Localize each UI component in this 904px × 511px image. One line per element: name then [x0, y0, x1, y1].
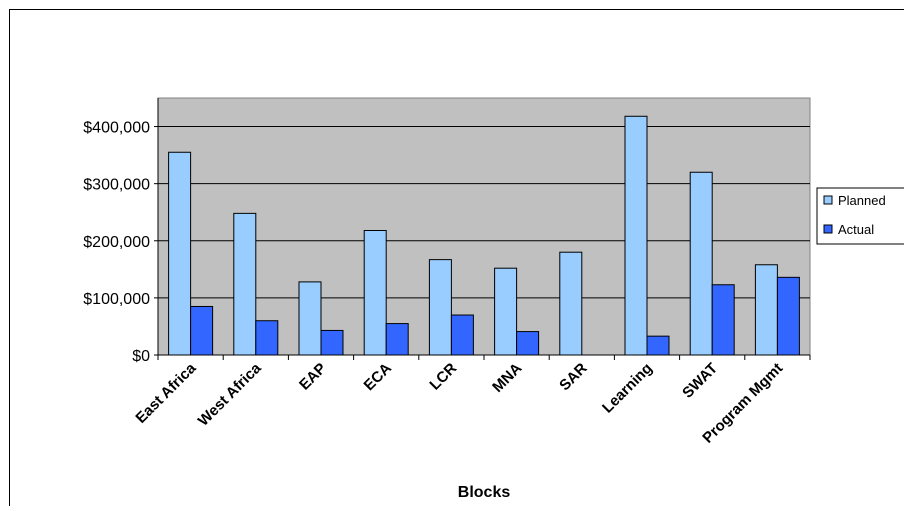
bar-planned — [234, 213, 256, 355]
y-tick-label: $0 — [132, 348, 150, 365]
legend: Planned Actual — [817, 188, 904, 244]
bar-planned — [560, 252, 582, 355]
bar-actual — [712, 285, 734, 355]
bar-planned — [755, 265, 777, 355]
y-tick-label: $100,000 — [83, 291, 150, 308]
bar-actual — [647, 336, 669, 355]
bar-actual — [777, 277, 799, 355]
bar-planned — [169, 152, 191, 355]
bar-actual — [451, 315, 473, 355]
bar-actual — [386, 324, 408, 355]
bar-actual — [256, 321, 278, 355]
bar-planned — [364, 230, 386, 355]
bar-planned — [625, 116, 647, 355]
bar-actual — [321, 330, 343, 355]
legend-label-actual: Actual — [838, 222, 874, 237]
legend-swatch-actual — [824, 225, 832, 233]
y-tick-label: $300,000 — [83, 177, 150, 194]
bar-actual — [517, 332, 539, 355]
bar-actual — [191, 306, 213, 355]
legend-swatch-planned — [824, 196, 832, 204]
y-tick-label: $200,000 — [83, 234, 150, 251]
bar-planned — [299, 282, 321, 355]
y-tick-label: $400,000 — [83, 120, 150, 137]
legend-label-planned: Planned — [838, 193, 886, 208]
bar-planned — [495, 268, 517, 355]
bar-planned — [690, 172, 712, 355]
x-axis-title: Blocks — [458, 484, 511, 501]
bar-planned — [429, 260, 451, 355]
